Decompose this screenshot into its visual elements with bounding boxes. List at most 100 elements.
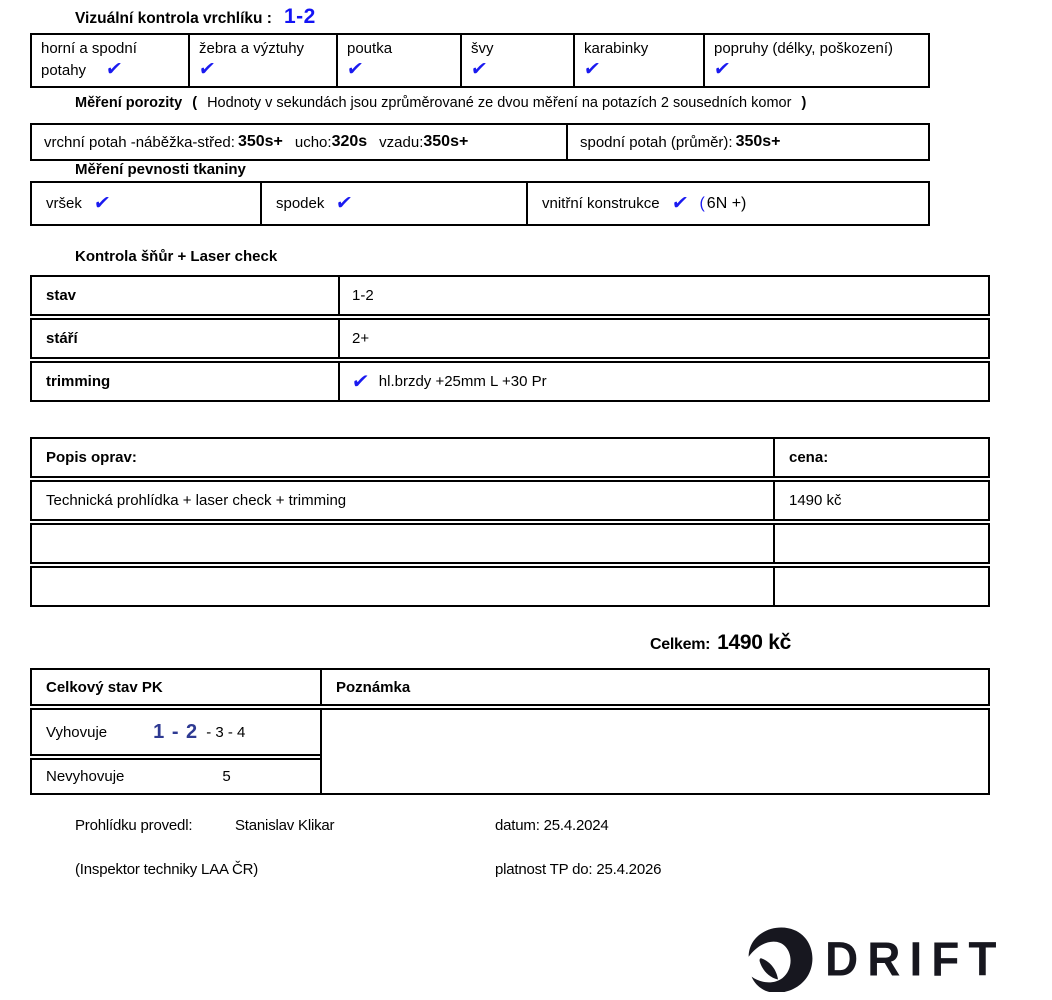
cell-label: poutka xyxy=(347,40,393,57)
lines-check-heading: Kontrola šňůr + Laser check xyxy=(75,248,278,265)
cell-label: karabinky xyxy=(584,40,649,57)
note-body xyxy=(320,708,990,795)
repair-price: 1490 kč xyxy=(773,480,990,521)
repairs-price-header: cena: xyxy=(773,437,990,478)
strength-inner-label: vnitřní konstrukce xyxy=(542,195,660,212)
cell-label: horní a spodní potahy xyxy=(41,40,137,79)
strength-top-label: vršek xyxy=(46,195,82,212)
check-icon: ✔ xyxy=(350,370,371,393)
porosity-heading: Měření porozity ( Hodnoty v sekundách js… xyxy=(75,95,806,111)
porosity-bottom-label: spodní potah (průměr): xyxy=(580,133,733,151)
row-value-cell: ✔ hl.brzdy +25mm L +30 Pr xyxy=(338,361,990,402)
overall-state-header: Celkový stav PK xyxy=(30,668,322,706)
porosity-ear-value: 320s xyxy=(331,133,368,150)
total-label: Celkem: xyxy=(650,636,711,653)
visual-check-cell-popruhy: popruhy (délky, poškození) ✔ xyxy=(705,35,928,86)
table-row-trimming: trimming ✔ hl.brzdy +25mm L +30 Pr xyxy=(30,361,990,402)
visual-check-cell-potahy: horní a spodní potahy ✔ xyxy=(32,35,190,86)
porosity-top-cell: vrchní potah -náběžka-střed: 350s+ ucho:… xyxy=(32,125,568,159)
repair-description xyxy=(30,523,775,564)
note-header: Poznámka xyxy=(320,668,990,706)
drift-logo-text: DRIFT xyxy=(825,931,1006,987)
porosity-top-value: 350s+ xyxy=(237,133,283,150)
visual-check-cell-zebra: žebra a výztuhy ✔ xyxy=(190,35,338,86)
repairs-row: Technická prohlídka + laser check + trim… xyxy=(30,480,990,521)
porosity-back-label: vzadu: xyxy=(379,133,424,151)
check-icon: ✔ xyxy=(345,59,365,80)
title-label: Vizuální kontrola vrchlíku : xyxy=(75,10,272,27)
porosity-bottom-cell: spodní potah (průměr): 350s+ xyxy=(568,125,928,159)
inspection-date: datum: 25.4.2024 xyxy=(495,817,609,834)
repair-price xyxy=(773,523,990,564)
check-icon: ✔ xyxy=(104,59,124,80)
paren-open: ( xyxy=(192,95,198,111)
row-label: stav xyxy=(30,275,340,316)
pass-label: Vyhovuje xyxy=(46,723,108,741)
porosity-top-label: vrchní potah -náběžka-střed: xyxy=(44,133,235,151)
pass-row: Vyhovuje 1 - 2 - 3 - 4 xyxy=(30,708,322,756)
porosity-bottom-value: 350s+ xyxy=(735,133,781,150)
visual-check-table: horní a spodní potahy ✔ žebra a výztuhy … xyxy=(30,33,930,88)
total-value: 1490 kč xyxy=(717,631,791,654)
visual-check-cell-karabinky: karabinky ✔ xyxy=(575,35,705,86)
page-title: Vizuální kontrola vrchlíku : 1-2 xyxy=(75,5,316,29)
repairs-desc-header: Popis oprav: xyxy=(30,437,775,478)
check-icon: ✔ xyxy=(712,59,732,80)
porosity-back-value: 350s+ xyxy=(423,133,469,150)
strength-bottom-cell: spodek ✔ xyxy=(262,183,528,224)
drift-logo: DRIFT xyxy=(733,926,1005,992)
repairs-table: Popis oprav: cena: Technická prohlídka +… xyxy=(30,437,990,607)
heading-note: Hodnoty v sekundách jsou zprůměrované ze… xyxy=(207,95,792,111)
lines-check-table: stav 1-2 stáří 2+ trimming ✔ hl.brzdy +2… xyxy=(30,275,990,402)
repair-price xyxy=(773,566,990,607)
repair-description xyxy=(30,566,775,607)
row-label: stáří xyxy=(30,318,340,359)
performed-by-label: Prohlídku provedl: xyxy=(75,817,193,834)
overall-state-table: Celkový stav PK Vyhovuje 1 - 2 - 3 - 4 N… xyxy=(30,668,990,795)
table-row-stari: stáří 2+ xyxy=(30,318,990,359)
trimming-value: hl.brzdy +25mm L +30 Pr xyxy=(378,373,547,390)
strength-heading: Měření pevnosti tkaniny xyxy=(75,161,246,178)
canopy-grade-value: 1-2 xyxy=(283,5,316,28)
repairs-row xyxy=(30,566,990,607)
repairs-header-row: Popis oprav: cena: xyxy=(30,437,990,478)
heading-label: Měření porozity xyxy=(75,95,183,111)
cell-label: švy xyxy=(471,40,494,57)
strength-inner-cell: vnitřní konstrukce ✔ ( 6N +) xyxy=(528,183,928,224)
total-line: Celkem: 1490 kč xyxy=(650,631,791,655)
paren-close: ) xyxy=(801,95,807,111)
check-icon: ✔ xyxy=(334,193,354,214)
validity-date: platnost TP do: 25.4.2026 xyxy=(495,861,662,878)
check-icon: ✔ xyxy=(197,59,217,80)
cell-label: žebra a výztuhy xyxy=(199,40,305,57)
fail-grade: 5 xyxy=(222,768,231,785)
overall-state-column: Celkový stav PK Vyhovuje 1 - 2 - 3 - 4 N… xyxy=(30,668,322,795)
strength-top-cell: vršek ✔ xyxy=(32,183,262,224)
pass-grade-rest: - 3 - 4 xyxy=(206,723,246,741)
strength-table: vršek ✔ spodek ✔ vnitřní konstrukce ✔ ( … xyxy=(30,181,930,226)
check-icon: ✔ xyxy=(469,59,489,80)
table-row-stav: stav 1-2 xyxy=(30,275,990,316)
inspector-title: (Inspektor techniky LAA ČR) xyxy=(75,861,259,878)
check-icon: ✔ xyxy=(582,59,602,80)
porosity-table: vrchní potah -náběžka-střed: 350s+ ucho:… xyxy=(30,123,930,161)
drift-logo-icon xyxy=(748,927,813,992)
cell-label: popruhy (délky, poškození) xyxy=(714,40,893,57)
check-icon: ✔ xyxy=(92,193,112,214)
note-column: Poznámka xyxy=(320,668,990,795)
inspector-name: Stanislav Klikar xyxy=(235,817,335,834)
repairs-row xyxy=(30,523,990,564)
strength-bottom-label: spodek xyxy=(276,195,325,212)
paren-open: ( xyxy=(699,194,705,212)
fail-row: Nevyhovuje 5 xyxy=(30,758,322,795)
visual-check-cell-svy: švy ✔ xyxy=(462,35,575,86)
fail-label: Nevyhovuje xyxy=(46,768,125,785)
row-value: 2+ xyxy=(338,318,990,359)
check-icon: ✔ xyxy=(670,193,689,214)
porosity-ear-label: ucho: xyxy=(294,133,332,151)
pass-grade-highlight: 1 - 2 xyxy=(153,720,199,743)
strength-inner-note: 6N +) xyxy=(706,194,747,212)
visual-check-cell-poutka: poutka ✔ xyxy=(338,35,462,86)
row-label: trimming xyxy=(30,361,340,402)
